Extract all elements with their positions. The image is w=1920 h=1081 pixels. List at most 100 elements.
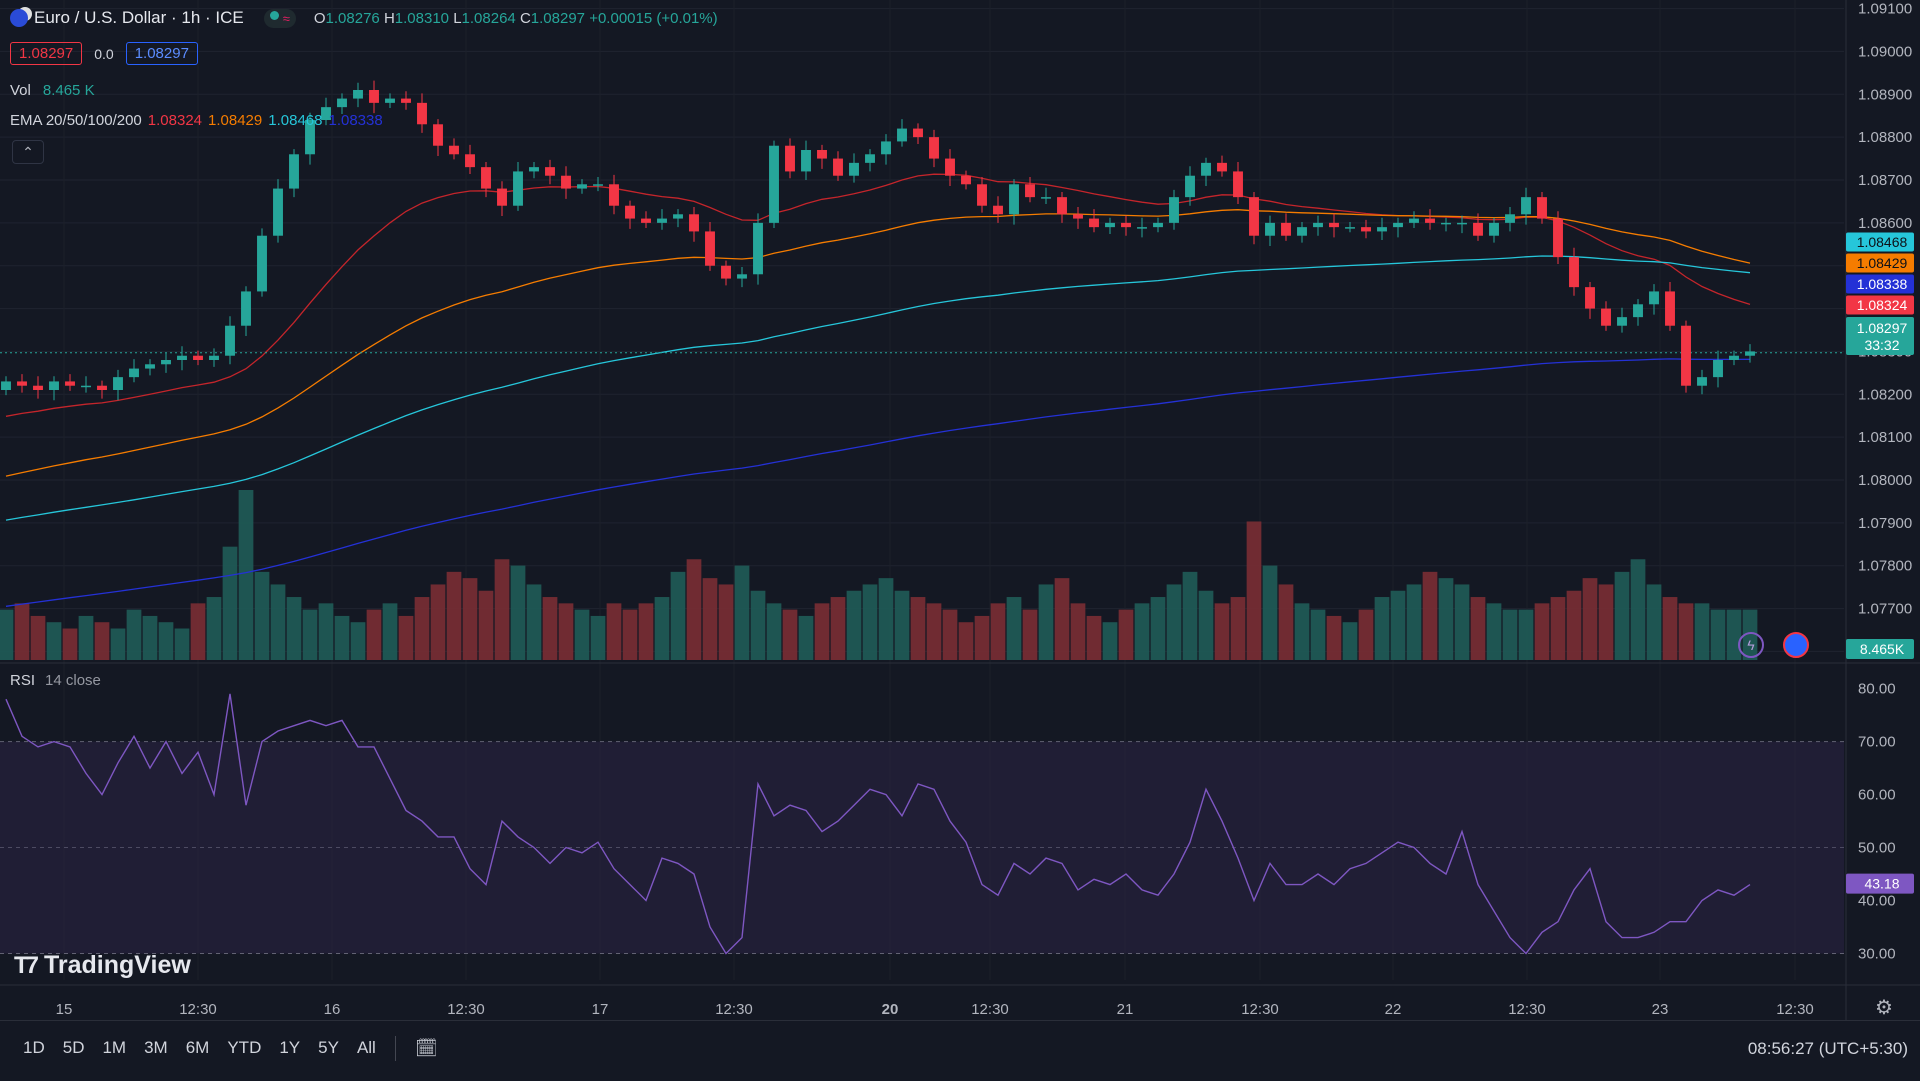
timeframe-1y[interactable]: 1Y [279, 1038, 301, 1057]
ema-legend[interactable]: EMA 20/50/100/200 1.08324 1.08429 1.0846… [10, 112, 383, 129]
volume-bar [1278, 584, 1294, 660]
rsi-legend[interactable]: RSI 14 close [10, 672, 101, 689]
settings-gear-icon[interactable]: ⚙ [1875, 997, 1893, 1019]
volume-tag-bg [1846, 639, 1914, 659]
volume-bar [1582, 578, 1598, 660]
volume-bar [1118, 609, 1134, 660]
volume-bar [590, 615, 606, 660]
rsi-tick-label: 50.00 [1858, 840, 1896, 857]
symbol-legend: Euro / U.S. Dollar · 1h · ICE ≈ O1.08276… [10, 8, 718, 28]
timeframe-1m[interactable]: 1M [102, 1038, 127, 1057]
bid-ask-row: 1.08297 0.0 1.08297 [10, 42, 198, 65]
clock[interactable]: 08:56:27 (UTC+5:30) [1747, 1039, 1908, 1058]
sell-button[interactable]: 1.08297 [10, 42, 83, 65]
time-tick-label: 12:30 [1241, 1001, 1279, 1018]
volume-bar [1422, 571, 1438, 660]
price-tick-label: 1.07700 [1858, 601, 1912, 618]
rsi-tick-label: 60.00 [1858, 787, 1896, 804]
time-tick-label: 21 [1117, 1001, 1134, 1018]
candle-body [1105, 222, 1115, 228]
candle-body [1729, 355, 1739, 360]
last-price-tag-countdown: 33:32 [1864, 337, 1899, 353]
candle-body [177, 355, 187, 360]
candle-body [1297, 227, 1307, 236]
volume-bar [638, 603, 654, 660]
candle-body [929, 137, 939, 159]
last-price-tag: 1.08297 [1857, 320, 1908, 336]
lightning-icon[interactable]: ϟ [1738, 632, 1764, 658]
volume-bar [830, 597, 846, 660]
volume-bar [1214, 603, 1230, 660]
candle-body [1569, 257, 1579, 288]
timeframe-ytd[interactable]: YTD [227, 1038, 262, 1057]
candle-body [113, 377, 123, 390]
volume-bar [542, 597, 558, 660]
candle-body [993, 205, 1003, 215]
time-tick-label: 20 [882, 1001, 899, 1018]
candle-body [689, 214, 699, 232]
tradingview-logo[interactable]: T7 TradingView [14, 951, 191, 979]
volume-bar [494, 559, 510, 660]
timeframe-3m[interactable]: 3M [144, 1038, 168, 1057]
candle-body [1649, 291, 1659, 305]
candle-body [1489, 222, 1499, 236]
euro-flag-icon [10, 9, 28, 27]
volume-bar [206, 597, 222, 660]
volume-bar [718, 584, 734, 660]
ema50-price-tag: 1.08429 [1857, 255, 1908, 271]
candle-body [1089, 218, 1099, 228]
symbol-title[interactable]: Euro / U.S. Dollar · 1h · ICE [34, 8, 244, 27]
candle-body [897, 128, 907, 142]
volume-legend[interactable]: Vol 8.465 K [10, 82, 95, 99]
volume-tag: 8.465K [1860, 641, 1905, 657]
candle-body [1537, 197, 1547, 219]
candle-body [65, 381, 75, 386]
timeframe-5y[interactable]: 5Y [318, 1038, 339, 1057]
bottom-toolbar [0, 1020, 1920, 1081]
economic-events-icon[interactable] [1783, 632, 1809, 658]
volume-bar [158, 622, 174, 660]
timeframe-5d[interactable]: 5D [62, 1038, 85, 1057]
candle-body [97, 385, 107, 390]
candle-body [545, 167, 555, 176]
price-tick-label: 1.09100 [1858, 1, 1912, 18]
candle-body [449, 145, 459, 155]
candle-body [49, 381, 59, 390]
candle-body [577, 184, 587, 189]
volume-bar [910, 597, 926, 660]
candle-body [161, 360, 171, 365]
volume-bar [30, 615, 46, 660]
calendar-icon[interactable]: 🗓 [414, 1038, 438, 1058]
candle-body [1313, 222, 1323, 228]
candle-body [1473, 222, 1483, 236]
volume-bar [878, 578, 894, 660]
volume-bar [286, 597, 302, 660]
candle-body [1265, 222, 1275, 236]
price-tick-label: 1.09000 [1858, 43, 1912, 60]
candle-body [1521, 197, 1531, 215]
ema200-line [5, 358, 1751, 607]
volume-bar [1390, 590, 1406, 660]
timeframe-buttons: 1D 5D 1M 3M 6M YTD 1Y 5Y All 🗓 [14, 1034, 447, 1063]
collapse-legend-button[interactable]: ⌃ [12, 140, 44, 164]
timeframe-all[interactable]: All [356, 1038, 376, 1057]
volume-bar [750, 590, 766, 660]
candle-body [1169, 197, 1179, 223]
volume-bar [1086, 615, 1102, 660]
volume-bar [398, 615, 414, 660]
volume-bar [526, 584, 542, 660]
candle-body [705, 231, 715, 266]
candle-body [1393, 222, 1403, 228]
time-tick-label: 12:30 [179, 1001, 217, 1018]
volume-bar [686, 559, 702, 660]
timeframe-6m[interactable]: 6M [185, 1038, 210, 1057]
volume-bar [462, 578, 478, 660]
candle-body [337, 98, 347, 108]
volume-bar [1694, 603, 1710, 660]
timeframe-1d[interactable]: 1D [23, 1038, 45, 1057]
candle-body [641, 218, 651, 223]
time-tick-label: 12:30 [1776, 1001, 1814, 1018]
candle-body [1153, 222, 1163, 228]
buy-button[interactable]: 1.08297 [125, 42, 198, 65]
